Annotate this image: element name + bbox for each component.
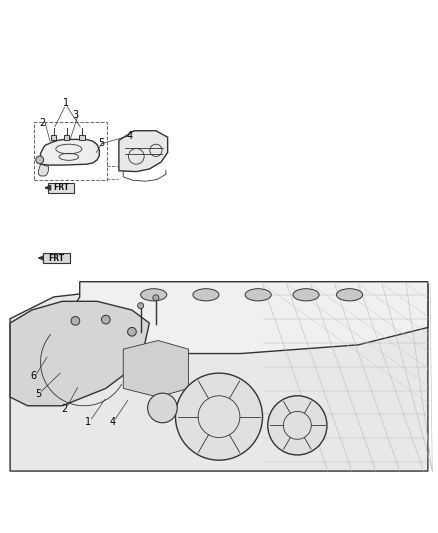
FancyBboxPatch shape <box>43 253 70 263</box>
Text: 6: 6 <box>30 371 36 381</box>
Text: 2: 2 <box>61 404 67 414</box>
Circle shape <box>138 303 144 309</box>
Ellipse shape <box>193 289 219 301</box>
Ellipse shape <box>293 289 319 301</box>
Ellipse shape <box>141 289 167 301</box>
Circle shape <box>36 156 44 164</box>
Circle shape <box>176 373 262 460</box>
Text: 5: 5 <box>35 389 42 399</box>
Polygon shape <box>119 131 168 172</box>
Circle shape <box>268 396 327 455</box>
Text: 1: 1 <box>85 417 92 427</box>
Circle shape <box>71 317 80 325</box>
Text: 4: 4 <box>127 131 133 141</box>
Polygon shape <box>123 341 188 397</box>
Polygon shape <box>10 301 149 406</box>
Text: 1: 1 <box>63 98 69 108</box>
Polygon shape <box>41 140 99 165</box>
Circle shape <box>127 327 136 336</box>
Polygon shape <box>67 282 428 353</box>
FancyBboxPatch shape <box>48 183 74 192</box>
Circle shape <box>102 315 110 324</box>
Polygon shape <box>10 284 428 471</box>
Text: 2: 2 <box>39 118 46 128</box>
Bar <box>79 135 85 140</box>
Circle shape <box>153 295 159 301</box>
Bar <box>64 135 69 140</box>
Text: FRT: FRT <box>53 183 69 192</box>
Text: FRT: FRT <box>48 254 64 263</box>
Text: 4: 4 <box>110 417 116 427</box>
Text: 3: 3 <box>72 110 78 120</box>
Ellipse shape <box>245 289 271 301</box>
Bar <box>51 135 56 140</box>
Text: 5: 5 <box>99 139 105 148</box>
Polygon shape <box>39 164 48 176</box>
Circle shape <box>148 393 177 423</box>
Ellipse shape <box>336 289 363 301</box>
Bar <box>34 123 107 180</box>
